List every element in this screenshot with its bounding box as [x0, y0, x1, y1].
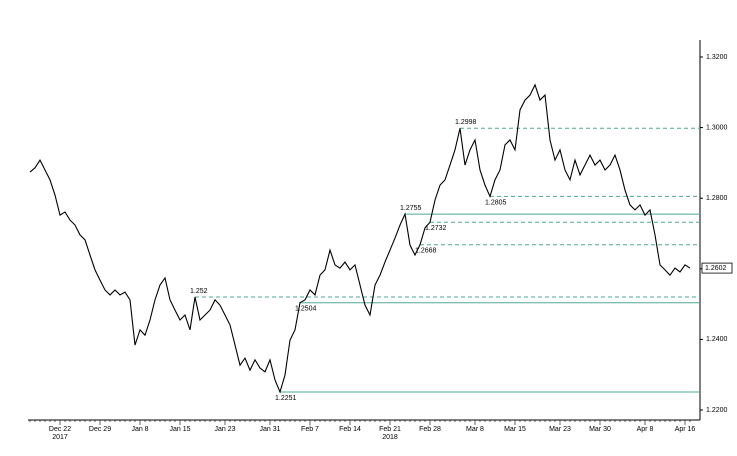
x-tick-label: Jan 23: [214, 426, 235, 433]
last-value-label: 1.2602: [705, 265, 727, 272]
x-tick-label: Mar 30: [589, 426, 611, 433]
x-tick-label: Mar 23: [549, 426, 571, 433]
level-label: 1.2805: [485, 199, 507, 206]
level-label: 1.2732: [425, 225, 447, 232]
x-tick-label: Feb 28: [419, 426, 441, 433]
x-tick-label: Mar 8: [466, 426, 484, 433]
y-tick-label: 1.2800: [706, 195, 728, 202]
level-label: 1.2668: [415, 248, 437, 255]
x-tick-label: Feb 14: [339, 426, 361, 433]
x-tick-label: Jan 8: [131, 426, 148, 433]
x-tick-label: Jan 31: [259, 426, 280, 433]
level-label: 1.252: [190, 288, 208, 295]
y-tick-label: 1.3200: [706, 54, 728, 61]
price-line: [29, 83, 691, 394]
x-tick-label: Apr 8: [637, 426, 654, 433]
y-tick-label: 1.2400: [706, 336, 728, 343]
x-tick-label: Dec 22: [49, 426, 71, 433]
level-label: 1.2998: [455, 119, 477, 126]
x-tick-label: Jan 15: [169, 426, 190, 433]
last-value-box: [701, 262, 733, 274]
x-tick-label: Mar 15: [504, 426, 526, 433]
level-label: 1.2504: [295, 306, 317, 313]
x-tick-label: Dec 29: [89, 426, 111, 433]
y-tick-label: 1.2200: [706, 407, 728, 414]
x-tick-label: Feb 7: [301, 426, 319, 433]
x-tick-label: Apr 16: [675, 426, 696, 433]
level-label: 1.2755: [400, 205, 422, 212]
year-label: 2017: [52, 434, 68, 441]
y-tick-label: 1.3000: [706, 124, 728, 131]
year-label: 2018: [382, 434, 398, 441]
level-label: 1.2251: [275, 395, 297, 402]
x-tick-label: Feb 21: [379, 426, 401, 433]
